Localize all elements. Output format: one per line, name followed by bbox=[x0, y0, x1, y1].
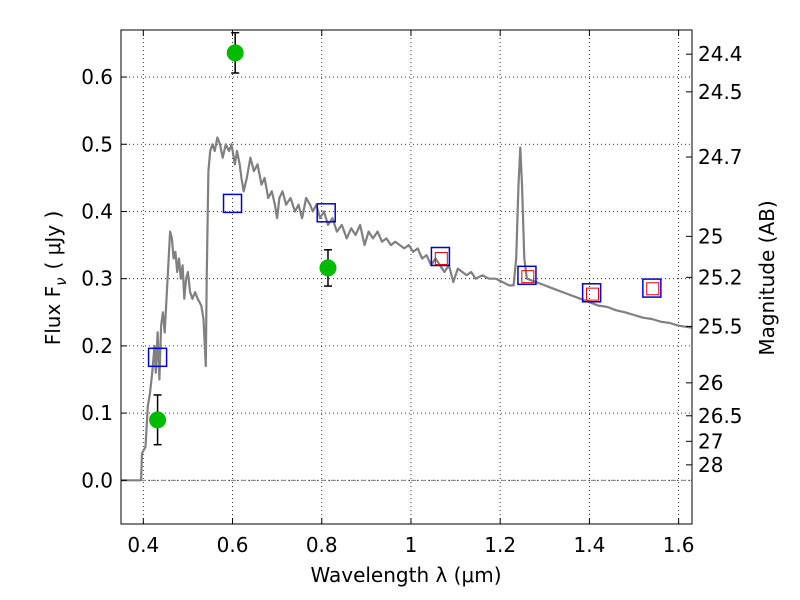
y-tick-label: 0.3 bbox=[81, 267, 113, 291]
x-tick-label: 0.4 bbox=[127, 533, 159, 557]
model-band-marker bbox=[517, 265, 537, 286]
x-axis-label: Wavelength λ (μm) bbox=[310, 563, 501, 587]
y2-tick-label: 28 bbox=[698, 453, 723, 477]
y-axis-label-unit: ( μJy ) bbox=[41, 211, 65, 270]
y-axis-label: Flux Fν ( μJy ) bbox=[41, 211, 70, 346]
y-axis-label-main: Flux F bbox=[41, 286, 65, 345]
x-tick-label: 1 bbox=[405, 533, 418, 557]
y2-tick-label: 25.2 bbox=[698, 265, 743, 289]
y-tick-label: 0.1 bbox=[81, 401, 113, 425]
y-tick-label: 0.5 bbox=[81, 132, 113, 156]
model-band-inner-marker bbox=[521, 270, 535, 284]
y2-tick-label: 24.7 bbox=[698, 145, 743, 169]
y-tick-label: 0.6 bbox=[81, 65, 113, 89]
model-band-marker bbox=[430, 246, 451, 267]
model-band-marker bbox=[222, 193, 243, 214]
y-tick-label: 0.2 bbox=[81, 334, 113, 358]
y-axis-label-sub: ν bbox=[52, 277, 70, 285]
x-tick-label: 0.6 bbox=[217, 533, 249, 557]
y2-tick-label: 24.5 bbox=[698, 80, 743, 104]
y2-tick-label: 25.5 bbox=[698, 314, 743, 338]
y2-tick-label: 24.4 bbox=[698, 42, 743, 66]
observed-point bbox=[319, 259, 337, 277]
plot-area bbox=[121, 31, 692, 482]
observed-point bbox=[149, 411, 167, 429]
model-band-inner-marker bbox=[586, 287, 600, 301]
model-band-inner-marker bbox=[434, 252, 448, 266]
model-sed-line bbox=[121, 136, 692, 482]
x-tick-label: 1.4 bbox=[573, 533, 605, 557]
x-tick-label: 1.6 bbox=[663, 533, 695, 557]
model-band-inner-marker bbox=[646, 282, 660, 296]
svg-text:Flux Fν( μJy ): Flux Fν ( μJy ) bbox=[41, 211, 70, 346]
x-tick-label: 0.8 bbox=[306, 533, 338, 557]
model-band-marker bbox=[581, 283, 602, 303]
model-band-marker bbox=[147, 347, 168, 368]
model-band-marker bbox=[642, 278, 662, 298]
y-tick-label: 0.0 bbox=[81, 468, 113, 492]
axis-ticks: 0.4 0.6 0.8 1 1.2 1.4 1.6 0.0 0.1 0.2 0.3 0.4 0.5 0.6… bbox=[81, 30, 743, 557]
x-tick-label: 1.2 bbox=[484, 533, 516, 557]
y2-tick-label: 26.5 bbox=[698, 404, 743, 428]
y2-tick-label: 25 bbox=[698, 224, 723, 248]
y2-tick-label: 26 bbox=[698, 371, 723, 395]
observed-point bbox=[226, 44, 244, 62]
model-band-marker bbox=[316, 203, 336, 223]
y-tick-label: 0.4 bbox=[81, 199, 113, 223]
y2-axis-label: Magnitude (AB) bbox=[755, 200, 779, 355]
y2-tick-label: 27 bbox=[698, 429, 723, 453]
